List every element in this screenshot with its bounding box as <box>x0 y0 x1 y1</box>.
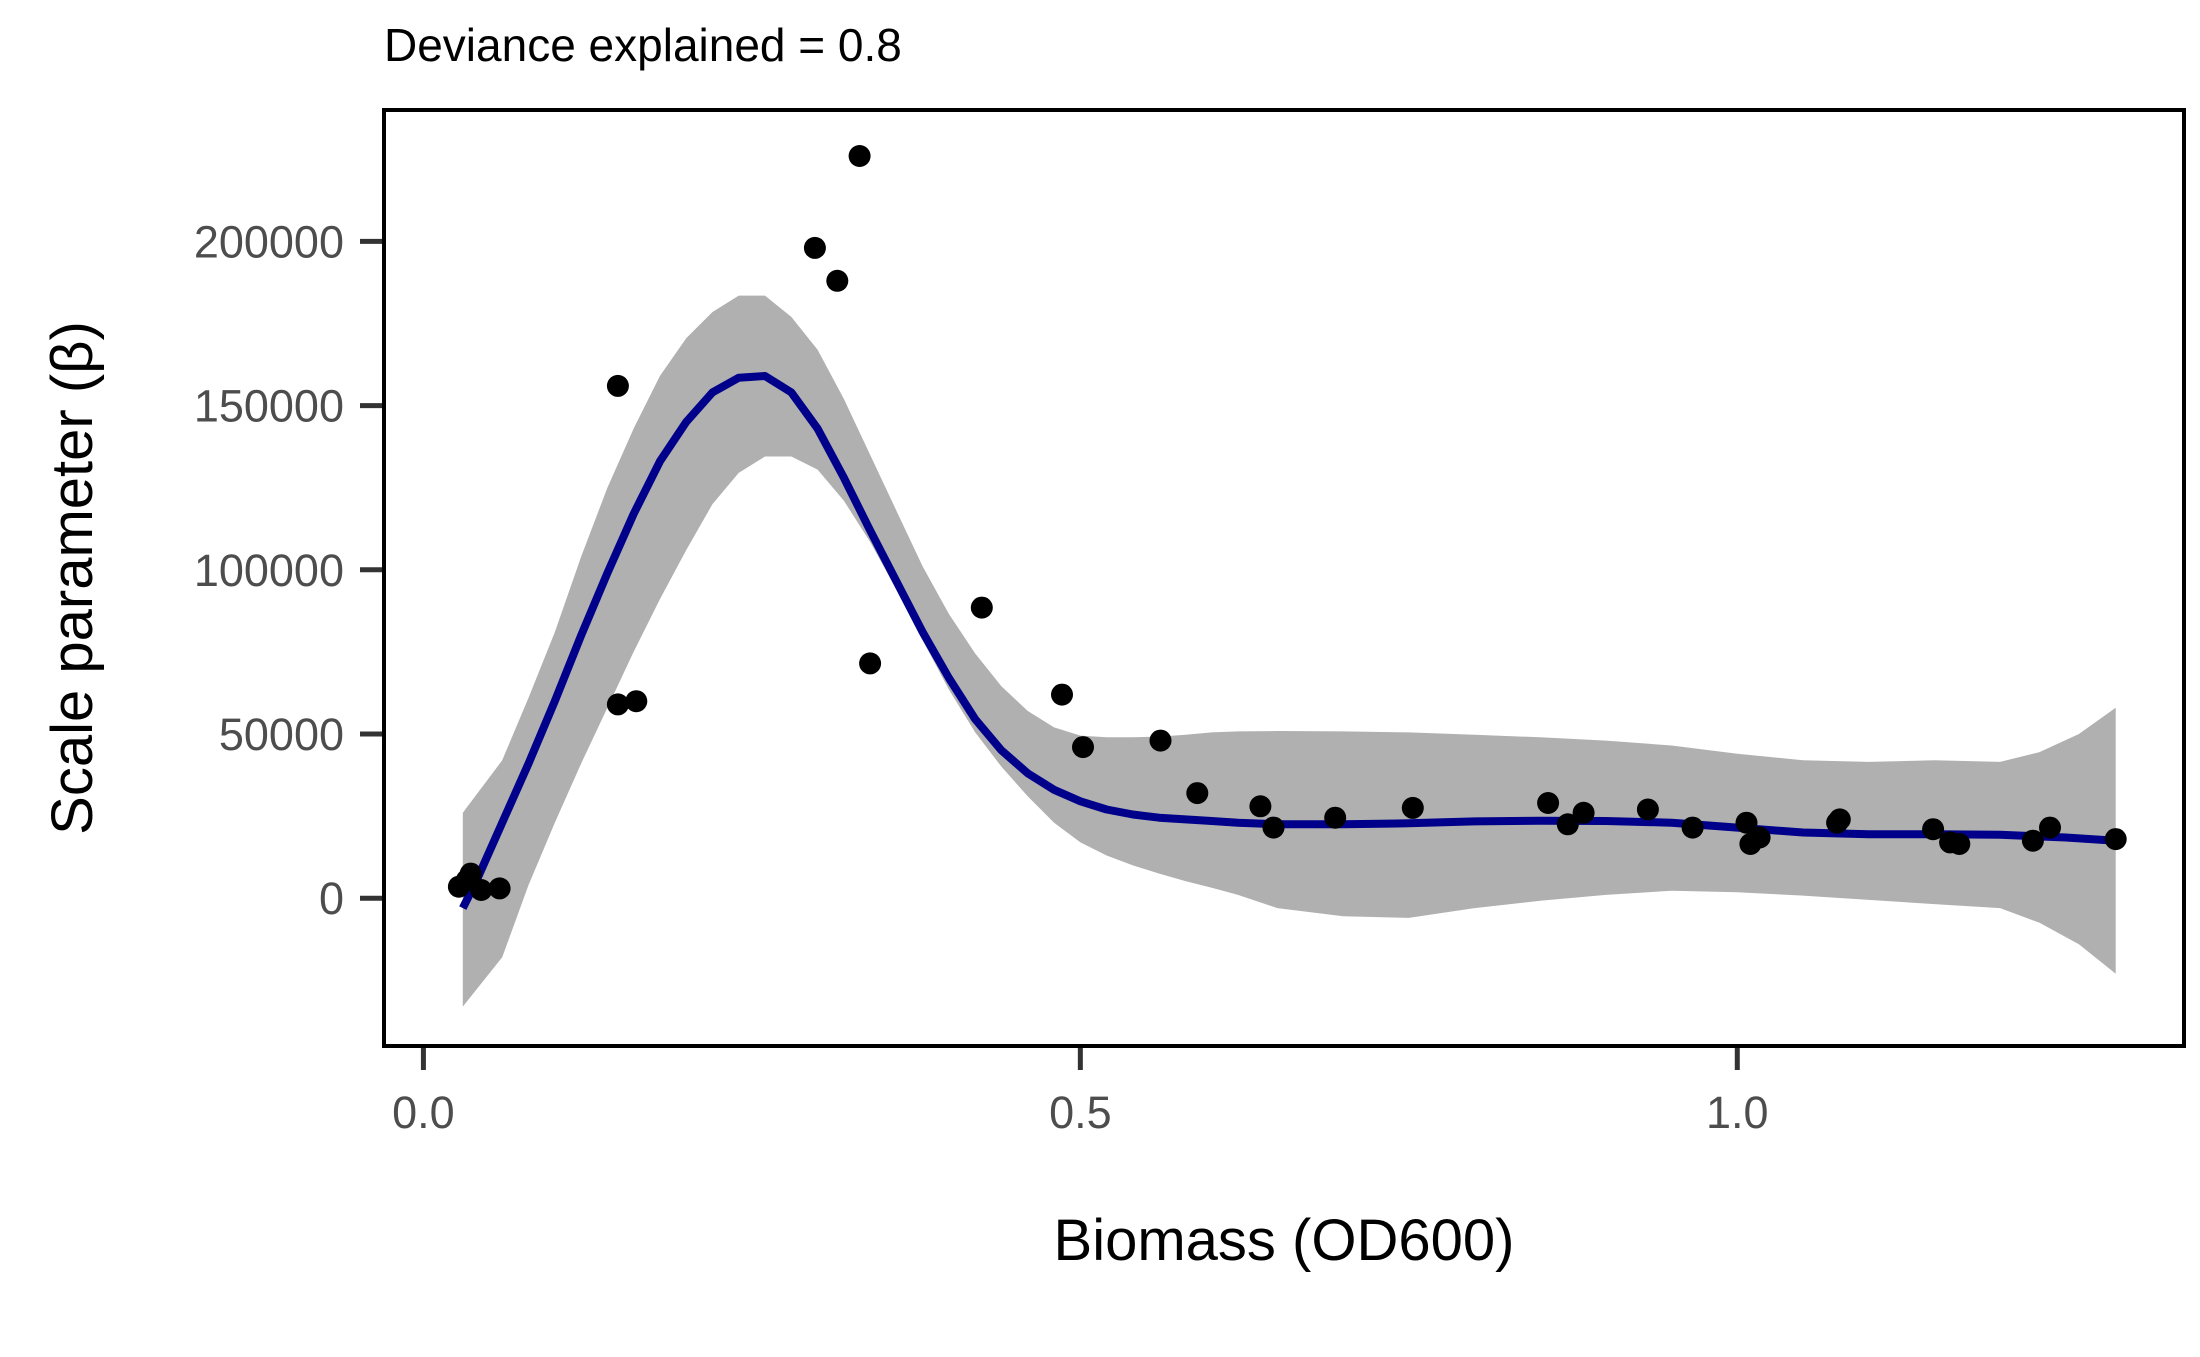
data-point <box>859 652 882 675</box>
data-point <box>488 877 511 900</box>
y-tick-label: 0 <box>319 873 344 924</box>
data-point <box>470 879 493 901</box>
data-point <box>1636 798 1659 821</box>
x-axis-title: Biomass (OD600) <box>1054 1208 1515 1273</box>
data-point <box>1262 816 1285 839</box>
data-point <box>848 145 871 167</box>
chart-subtitle: Deviance explained = 0.8 <box>384 19 902 71</box>
data-point <box>1681 816 1704 839</box>
data-point <box>1186 782 1209 805</box>
data-point <box>2021 829 2044 852</box>
data-point <box>803 236 826 259</box>
y-axis-title: Scale parameter (β) <box>40 321 105 835</box>
data-point <box>2104 828 2127 851</box>
data-point <box>625 690 648 713</box>
plot-panel-border <box>382 108 2186 1048</box>
points-layer <box>447 145 2127 901</box>
fit-line-layer <box>459 372 2116 910</box>
x-tick-label: 0.5 <box>1049 1087 1112 1138</box>
y-axis: 0 50000 100000 150000 200000 <box>194 216 382 924</box>
data-point <box>1572 801 1595 824</box>
data-point <box>826 269 849 292</box>
ci-band-layer <box>462 295 2116 1007</box>
ci-band <box>462 295 2116 1007</box>
data-point <box>1748 826 1771 849</box>
data-point <box>1735 811 1758 834</box>
data-point <box>606 374 629 397</box>
data-point <box>2039 816 2061 839</box>
x-tick-label: 1.0 <box>1706 1087 1769 1138</box>
data-point <box>1537 792 1560 814</box>
data-point <box>1051 683 1073 706</box>
data-point <box>459 862 482 885</box>
y-tick-label: 150000 <box>194 381 344 432</box>
data-point <box>1556 813 1579 836</box>
data-point <box>1828 808 1851 831</box>
data-point <box>606 693 629 716</box>
data-point <box>1149 729 1172 752</box>
data-point <box>1948 833 1971 855</box>
x-tick-label: 0.0 <box>392 1087 455 1138</box>
data-point <box>1922 818 1945 841</box>
data-point <box>1401 796 1424 819</box>
data-point <box>1324 806 1347 829</box>
y-tick-label: 100000 <box>194 545 344 596</box>
y-tick-label: 200000 <box>194 216 344 267</box>
fit-line <box>459 372 2116 910</box>
data-point <box>970 596 993 619</box>
y-tick-label: 50000 <box>219 709 344 760</box>
data-point <box>1072 736 1094 759</box>
x-axis: 0.0 0.5 1.0 <box>392 1048 1769 1138</box>
data-point <box>1249 795 1272 818</box>
